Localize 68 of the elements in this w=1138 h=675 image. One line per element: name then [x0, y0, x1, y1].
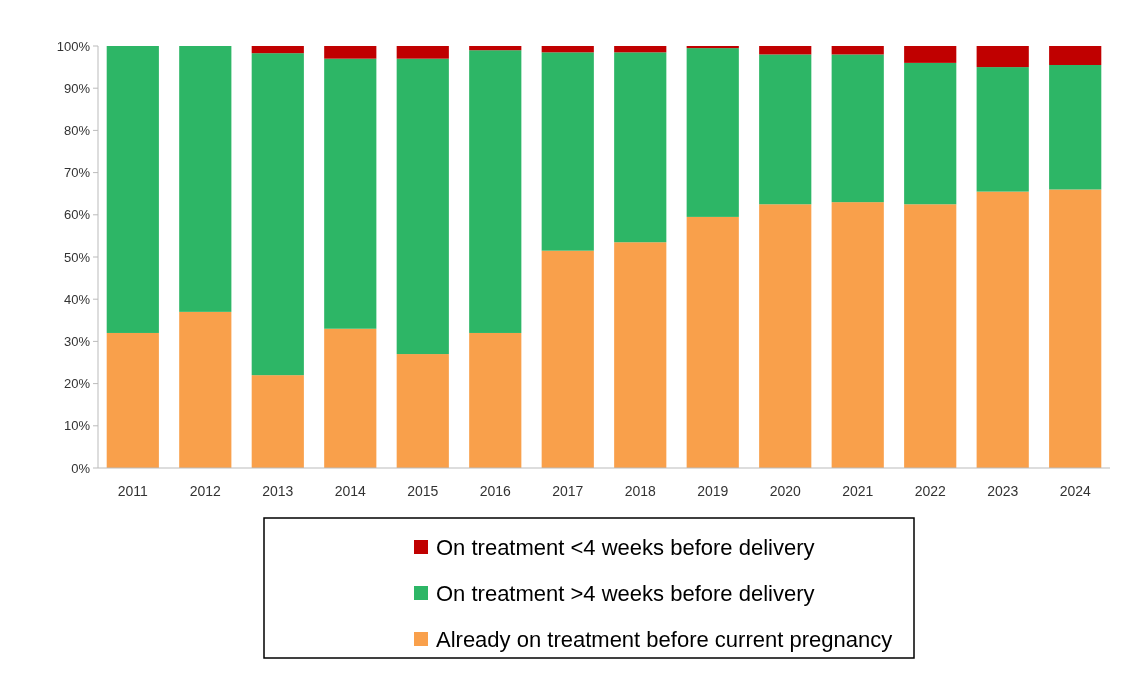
x-tick-label: 2018 — [624, 483, 657, 499]
bar — [469, 332, 522, 468]
bar — [251, 53, 304, 376]
bar — [614, 242, 667, 468]
bar — [106, 332, 159, 468]
bar — [759, 54, 812, 205]
bar — [1049, 46, 1102, 65]
y-tick-label: 80% — [63, 122, 91, 138]
bar — [831, 54, 884, 203]
bar — [614, 46, 667, 53]
bar — [396, 58, 449, 355]
bar — [541, 52, 594, 251]
bar — [396, 354, 449, 468]
y-tick-label: 10% — [63, 418, 91, 434]
x-tick-label: 2022 — [914, 483, 946, 499]
bar — [759, 204, 812, 468]
bar — [251, 375, 304, 468]
bar — [686, 216, 739, 468]
x-tick-label: 2013 — [262, 483, 294, 499]
y-tick-label: 60% — [63, 207, 91, 223]
x-tick-label: 2019 — [697, 483, 729, 499]
bar — [976, 191, 1029, 468]
bar — [686, 48, 739, 217]
x-tick-label: 2014 — [334, 483, 367, 499]
legend-label: On treatment >4 weeks before delivery — [436, 580, 815, 606]
bar — [759, 46, 812, 55]
bar — [396, 46, 449, 59]
x-tick-label: 2011 — [117, 483, 149, 499]
bar — [904, 46, 957, 63]
bar — [976, 67, 1029, 192]
bar — [614, 52, 667, 243]
bar — [904, 204, 957, 468]
bar — [1049, 189, 1102, 468]
x-tick-label: 2012 — [189, 483, 222, 499]
x-tick-label: 2023 — [987, 483, 1019, 499]
bar — [324, 58, 377, 329]
bar — [686, 46, 739, 49]
y-tick-label: 100% — [56, 38, 91, 54]
y-tick-label: 40% — [63, 291, 91, 307]
x-tick-label: 2016 — [479, 483, 512, 499]
y-tick-label: 50% — [63, 249, 91, 265]
y-tick-label: 20% — [63, 376, 91, 392]
bar — [1049, 64, 1102, 190]
bar — [106, 46, 159, 333]
x-tick-label: 2020 — [769, 483, 802, 499]
bar — [324, 46, 377, 59]
legend-label: On treatment <4 weeks before delivery — [436, 534, 815, 560]
bar — [469, 50, 522, 333]
bar — [541, 46, 594, 53]
y-tick-label: 30% — [63, 333, 91, 349]
bar — [831, 202, 884, 468]
bar — [251, 46, 304, 54]
bar — [831, 46, 884, 55]
x-tick-label: 2017 — [552, 483, 584, 499]
bar — [179, 311, 232, 468]
x-tick-label: 2024 — [1059, 483, 1091, 499]
x-tick-label: 2021 — [842, 483, 874, 499]
bar — [324, 328, 377, 468]
bar — [541, 250, 594, 468]
y-tick-label: 0% — [71, 460, 91, 476]
y-tick-label: 70% — [63, 165, 91, 181]
bar — [469, 46, 522, 51]
y-tick-label: 90% — [63, 80, 91, 96]
legend-label: Already on treatment before current pregnancy — [436, 626, 893, 652]
bar — [904, 62, 957, 205]
bar — [976, 46, 1029, 68]
x-tick-label: 2015 — [407, 483, 439, 499]
bar — [179, 46, 232, 312]
